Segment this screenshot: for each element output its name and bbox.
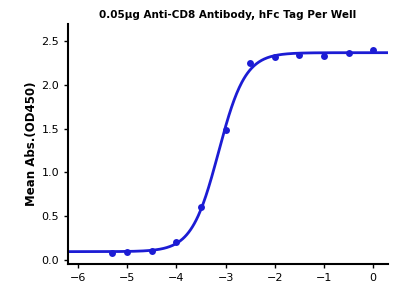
Title: 0.05μg Anti-CD8 Antibody, hFc Tag Per Well: 0.05μg Anti-CD8 Antibody, hFc Tag Per We…	[99, 11, 357, 20]
Y-axis label: Mean Abs.(OD450): Mean Abs.(OD450)	[26, 82, 38, 206]
